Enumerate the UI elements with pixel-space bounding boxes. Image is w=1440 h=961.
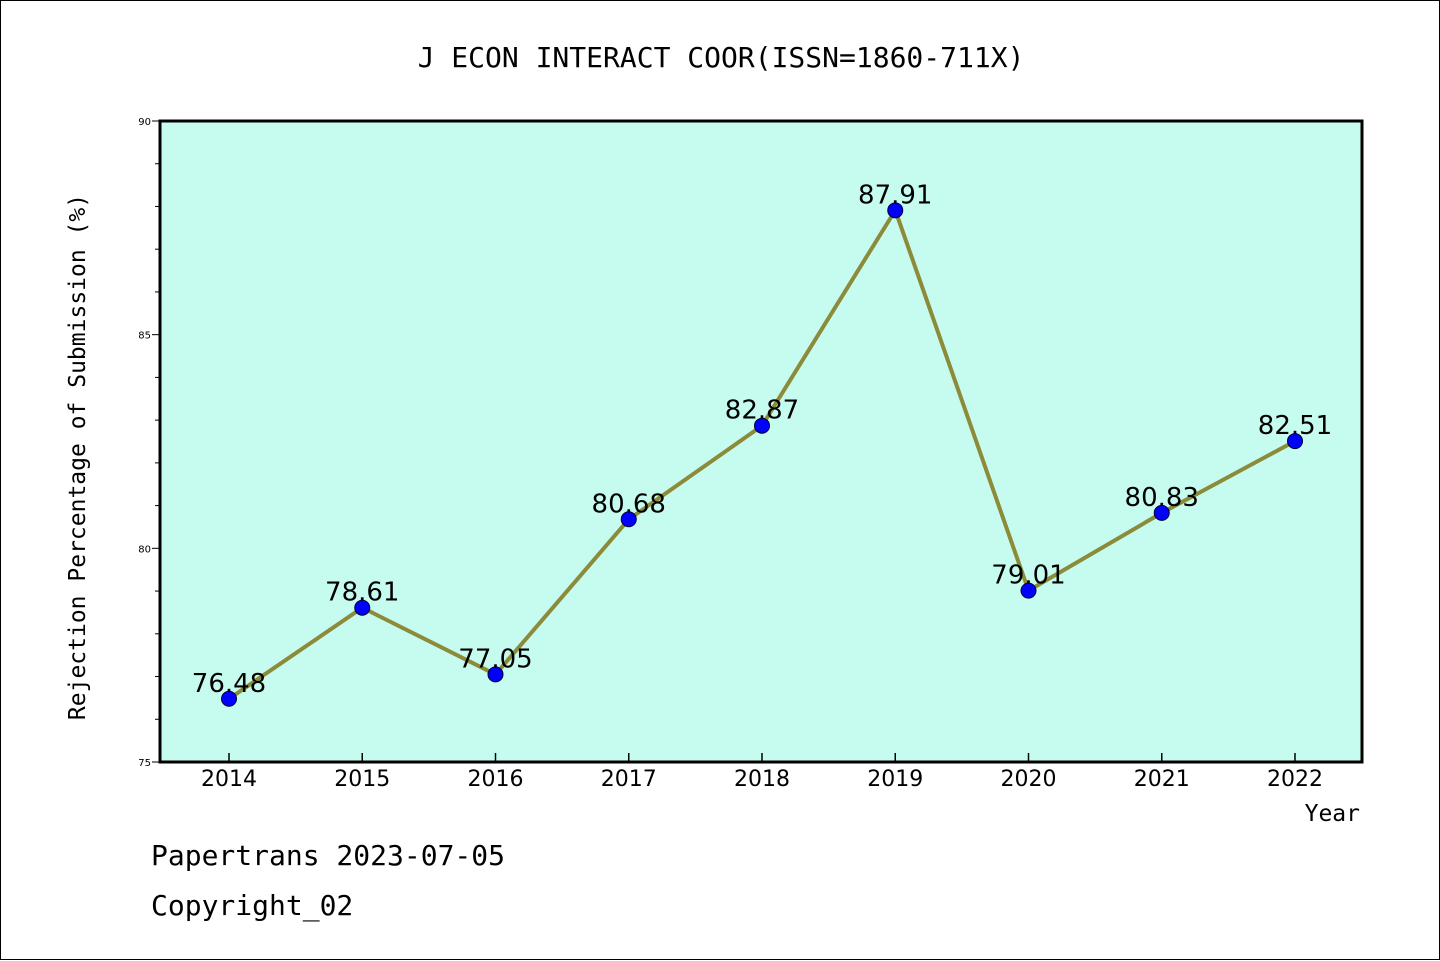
chart-title: J ECON INTERACT COOR(ISSN=1860-711X) <box>418 41 1025 74</box>
plot-border <box>158 119 1364 764</box>
x-tick-label: 2019 <box>867 767 923 792</box>
plot-area <box>160 121 1362 762</box>
data-point <box>221 690 237 707</box>
data-point <box>354 599 371 616</box>
x-tick-label: 2017 <box>601 767 657 792</box>
footer-copyright: Copyright_02 <box>151 889 353 923</box>
data-label: 77.05 <box>458 644 532 674</box>
y-axis-label: Rejection Percentage of Submission (%) <box>65 194 91 720</box>
data-labels: 76.48 78.61 77.05 80.68 82.87 87.91 79.01 80.83… <box>192 180 1332 698</box>
data-label: 80.68 <box>592 489 666 519</box>
y-tick-label: 80 <box>138 544 151 555</box>
y-tick-label: 75 <box>138 758 151 769</box>
data-point <box>754 417 770 434</box>
x-tick-label: 2021 <box>1134 767 1190 792</box>
data-point <box>1153 504 1170 521</box>
data-point <box>620 511 637 528</box>
y-axis: 75 80 85 90 <box>138 117 160 769</box>
data-point <box>1020 582 1037 599</box>
data-label: 79.01 <box>991 561 1065 591</box>
x-tick-label: 2020 <box>1001 767 1057 792</box>
y-tick-label: 90 <box>138 117 151 128</box>
x-tick-label: 2016 <box>468 767 524 792</box>
x-axis: 2014 2015 2016 2017 2018 2019 2020 2021 2022 <box>201 753 1323 792</box>
data-label: 82.51 <box>1258 411 1332 441</box>
data-point <box>887 202 904 219</box>
data-label: 80.83 <box>1125 483 1199 513</box>
series-markers <box>221 202 1303 707</box>
x-tick-label: 2015 <box>334 767 390 792</box>
x-tick-label: 2022 <box>1267 767 1323 792</box>
x-tick-label: 2014 <box>201 767 257 792</box>
x-tick-label: 2018 <box>734 767 790 792</box>
data-label: 87.91 <box>858 180 932 210</box>
data-point <box>1287 433 1303 450</box>
data-point <box>487 666 504 683</box>
x-axis-label: Year <box>1305 801 1360 827</box>
footer-papertrans: Papertrans 2023-07-05 <box>151 839 505 872</box>
data-label: 76.48 <box>192 669 266 699</box>
data-label: 82.87 <box>725 396 799 426</box>
y-tick-label: 85 <box>138 331 151 342</box>
data-label: 78.61 <box>325 578 399 608</box>
